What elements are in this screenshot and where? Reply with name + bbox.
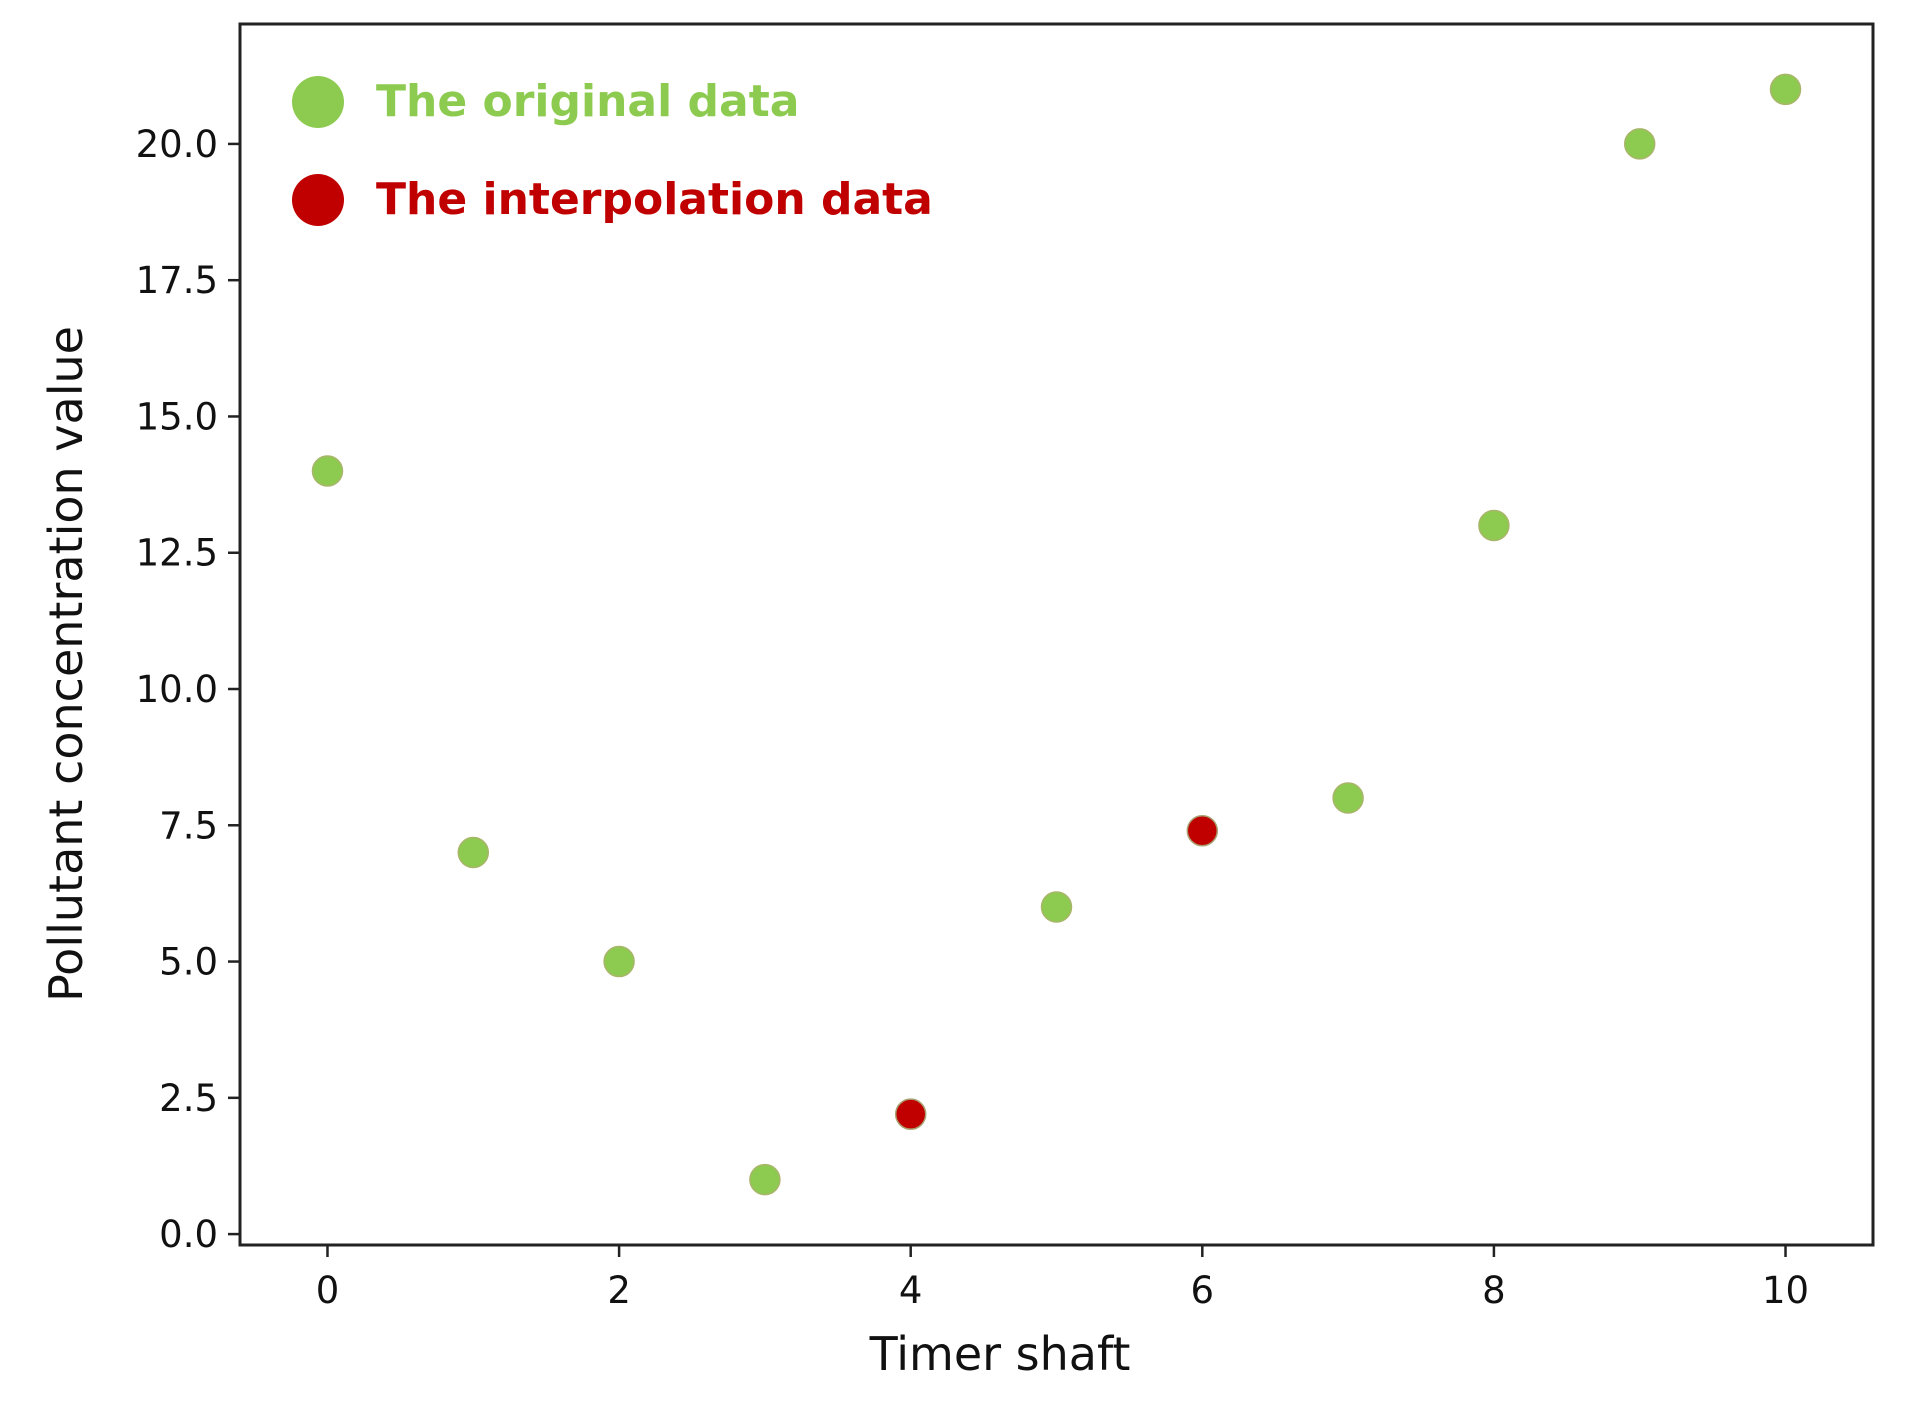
original-data-point (1332, 782, 1364, 814)
y-tick-label: 0.0 (159, 1213, 218, 1256)
original-data-point (457, 836, 490, 869)
x-tick-label: 6 (1191, 1269, 1215, 1312)
legend-label-original: The original data (376, 76, 799, 127)
y-tick-label: 10.0 (136, 668, 218, 711)
legend: The original data The interpolation data (292, 76, 933, 226)
legend-marker-interpolation (292, 174, 344, 226)
plot-frame (238, 22, 1875, 1247)
legend-marker-original (292, 76, 344, 128)
x-tick-label: 0 (316, 1269, 340, 1312)
original-data-point (1478, 509, 1510, 542)
y-tick-label: 5.0 (159, 941, 218, 984)
original-data-point (1623, 128, 1656, 160)
original-data-point (311, 455, 344, 487)
original-data-point (749, 1163, 781, 1196)
x-tick-label: 2 (607, 1269, 631, 1312)
interpolation-data-point (1186, 814, 1219, 847)
data-points (311, 73, 1802, 1196)
interpolation-data-point (894, 1098, 927, 1130)
y-tick-label: 2.5 (159, 1077, 218, 1120)
y-axis-ticks: 0.0 2.5 5.0 7.5 10.0 12.5 15.0 17.5 20.0 (136, 123, 240, 1256)
y-tick-label: 7.5 (159, 804, 218, 847)
x-axis-ticks: 0 2 4 6 8 10 (316, 1245, 1809, 1312)
legend-label-interpolation: The interpolation data (376, 174, 933, 225)
y-tick-label: 15.0 (136, 395, 218, 438)
x-tick-label: 10 (1762, 1269, 1809, 1312)
y-tick-label: 17.5 (136, 259, 218, 302)
original-data-point (1040, 891, 1073, 923)
x-tick-label: 8 (1482, 1269, 1506, 1312)
x-axis-label: Timer shaft (869, 1327, 1131, 1381)
y-axis-label: Pollutant concentration value (39, 326, 93, 1002)
original-data-point (1769, 73, 1802, 106)
original-data-point (603, 945, 635, 978)
y-tick-label: 20.0 (136, 123, 218, 166)
y-tick-label: 12.5 (136, 532, 218, 575)
x-tick-label: 4 (899, 1269, 923, 1312)
